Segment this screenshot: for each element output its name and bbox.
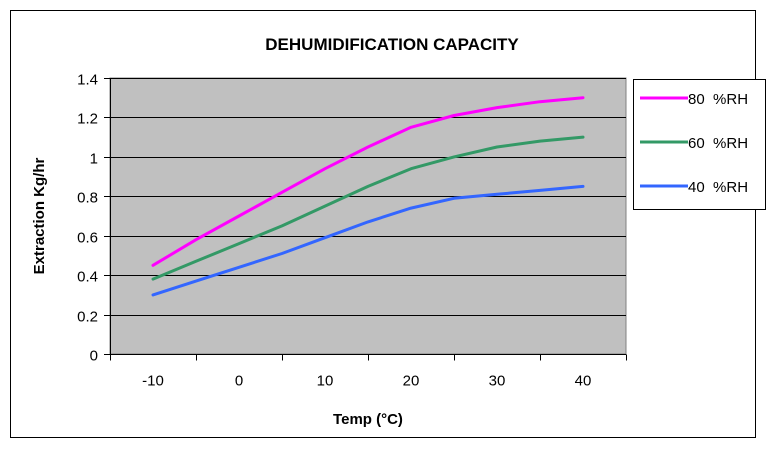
x-axis-title: Temp (°C): [333, 411, 403, 428]
y-tick-label-4: 0.8: [77, 190, 98, 207]
y-tick-label-0: 0: [90, 348, 98, 365]
x-tick-label-5: 40: [575, 373, 592, 390]
gridlines: [110, 78, 626, 316]
y-tick-label-3: 0.6: [77, 230, 98, 247]
x-tick-label-4: 30: [489, 373, 506, 390]
y-axis-title: Extraction Kg/hr: [31, 157, 48, 274]
chart-title: DEHUMIDIFICATION CAPACITY: [265, 35, 519, 54]
x-tick-label-2: 10: [317, 373, 334, 390]
y-tick-label-1: 0.2: [77, 309, 98, 326]
series-lines: [151, 96, 585, 297]
y-tick-label-7: 1.4: [77, 72, 98, 89]
y-tick-label-2: 0.4: [77, 269, 98, 286]
series-line-1: [151, 135, 585, 281]
legend: 80 %RH 60 %RH 40 %RH: [633, 79, 766, 210]
plot-area: [109, 77, 627, 355]
y-tick-label-6: 1.2: [77, 111, 98, 128]
axes: [104, 78, 627, 361]
series-line-2: [151, 184, 585, 297]
legend-label-60: 60 %RH: [688, 135, 748, 152]
x-tick-label-0: -10: [142, 373, 164, 390]
series-line-0: [151, 96, 585, 267]
legend-label-40: 40 %RH: [688, 179, 748, 196]
legend-box: [633, 79, 766, 210]
legend-label-80: 80 %RH: [688, 91, 748, 108]
x-tick-label-1: 0: [235, 373, 243, 390]
tick-labels: 0 0.2 0.4 0.6 0.8 1 1.2 1.4 -10 0 10 20 30 40: [77, 72, 591, 390]
x-tick-label-3: 20: [403, 373, 420, 390]
y-tick-label-5: 1: [90, 151, 98, 168]
